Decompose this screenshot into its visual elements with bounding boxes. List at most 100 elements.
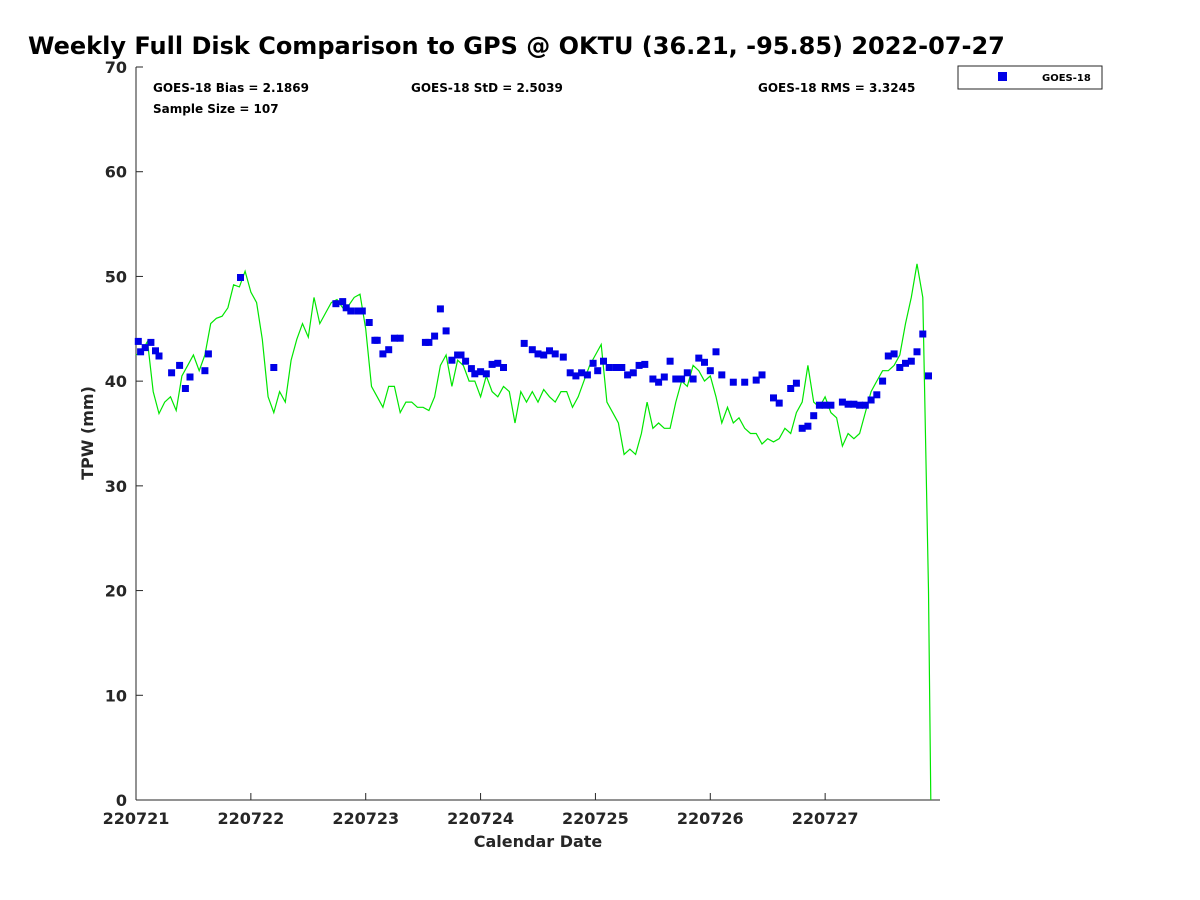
goes18-point [528,346,536,354]
goes18-point [467,365,475,373]
y-axis-label: TPW (mm) [78,386,97,480]
goes18-point [559,353,567,361]
y-tick-label: 20 [105,582,127,601]
goes18-point [672,375,680,383]
goes18-point [706,367,714,375]
goes18-point [629,369,637,377]
goes18-point [176,361,184,369]
y-tick-label: 60 [105,163,127,182]
goes18-point [390,334,398,342]
goes18-point [471,370,479,378]
y-ticks: 0 10 20 30 40 50 60 70 [105,58,143,810]
goes18-point [147,338,155,346]
y-tick-label: 10 [105,686,127,705]
goes18-point [488,360,496,368]
goes18-point [270,364,278,371]
goes18-point [141,344,149,352]
goes18-point [477,368,485,376]
y-tick-label: 70 [105,58,127,77]
goes18-point [867,396,875,404]
x-tick-label: 220721 [103,809,170,828]
bias-stat: GOES-18 Bias = 2.1869 [153,81,309,95]
legend-label-goes18: GOES-18 [1042,73,1091,84]
y-tick-label: 40 [105,372,127,391]
x-ticks: 220721 220722 220723 220724 220725 220726 2207… [103,793,859,828]
goes18-point [540,351,548,359]
goes18-point [520,339,528,347]
goes18-point [815,401,823,409]
goes18-point [358,307,366,315]
goes18-point [137,348,145,356]
legend: GOES-18 [957,65,1103,90]
x-tick-label: 220726 [677,809,744,828]
goes18-point [181,385,189,392]
goes18-point [332,300,340,308]
goes18-point [431,332,439,340]
goes18-point [546,347,553,355]
goes18-point [448,356,456,364]
sample-size-stat: Sample Size = 107 [153,102,279,116]
goes18-point [792,379,800,387]
goes18-point [442,327,450,335]
goes18-point [347,307,355,315]
goes18-point [237,274,244,281]
x-tick-label: 220722 [217,809,284,828]
goes18-point [879,377,887,385]
goes18-point [695,354,703,362]
goes18-point [379,350,387,358]
goes18-point [201,367,209,375]
goes18-point [457,351,465,359]
goes18-point [155,352,163,360]
goes18-point [425,338,433,346]
goes18-point [758,371,766,379]
goes18-point [494,359,502,367]
goes18-point [689,375,697,383]
goes18-point [798,424,806,432]
goes18-point [605,364,613,371]
goes18-point [666,357,674,365]
goes18-point [436,305,444,313]
goes18-point [462,357,470,365]
goes18-point [482,370,490,378]
goes18-point [683,369,691,377]
goes18-point [775,399,783,407]
std-stat: GOES-18 StD = 2.5039 [411,81,563,95]
goes18-point [655,378,663,386]
y-tick-label: 0 [116,791,127,810]
goes18-point [134,337,142,345]
goes18-point [718,371,726,379]
goes18-point [810,412,818,420]
goes18-point [821,401,829,409]
goes18-point [838,398,846,406]
rms-stat: GOES-18 RMS = 3.3245 [758,81,915,95]
goes18-point [589,359,597,367]
goes18-point [152,347,159,355]
x-tick-label: 220723 [332,809,399,828]
goes18-point [884,352,892,360]
goes18-point [873,391,881,399]
goes18-point [660,373,668,381]
goes18-point [534,350,542,358]
goes18-point [551,350,559,358]
goes18-point [890,350,898,358]
goes18-point [618,364,626,371]
y-tick-label: 50 [105,267,127,286]
goes18-point [500,364,507,371]
goes18-point [339,298,347,306]
goes18-point [168,369,176,377]
goes18-point [635,361,643,369]
x-tick-label: 220724 [447,809,514,828]
goes18-point [594,367,602,375]
goes18-point [572,372,580,380]
goes18-point [913,348,921,356]
goes18-point [844,400,852,408]
goes18-point [752,376,760,384]
goes18-point [770,394,777,402]
goes18-point [600,357,607,365]
goes18-point [804,422,812,430]
goes18-point [354,307,362,315]
y-tick-label: 30 [105,477,127,496]
goes18-point [787,385,795,392]
x-tick-label: 220725 [562,809,629,828]
goes18-point [678,375,686,383]
